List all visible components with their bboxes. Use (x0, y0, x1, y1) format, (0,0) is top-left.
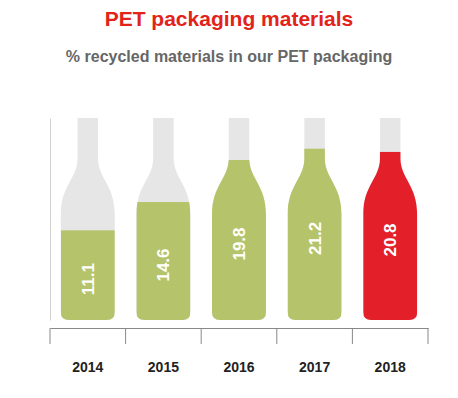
plot-area (61, 118, 417, 320)
bar (288, 149, 342, 320)
bottle (61, 118, 115, 320)
bottle (136, 118, 190, 320)
category-separator (428, 328, 429, 344)
x-tick: 2015 (148, 328, 179, 375)
y-axis (50, 119, 51, 321)
category-separator (276, 328, 277, 344)
y-axis-line (50, 119, 51, 321)
x-tick: 2014 (72, 328, 103, 375)
x-tick: 2017 (299, 328, 330, 375)
x-tick: 2016 (223, 328, 254, 375)
data-label: 14.6 (154, 248, 173, 281)
x-tick-label: 2016 (223, 359, 254, 375)
x-axis-line (51, 328, 429, 329)
data-label: 11.1 (79, 263, 98, 295)
x-axis: 2014 2015 2016 2017 2018 (51, 328, 429, 375)
category-separator (201, 328, 202, 344)
category-separator (125, 328, 126, 344)
data-label: 19.8 (230, 227, 249, 260)
title: PET packaging materials (105, 7, 354, 30)
bottle (363, 118, 417, 320)
x-tick-label: 2015 (148, 359, 179, 375)
data-label: 21.2 (306, 222, 325, 255)
bar (212, 160, 266, 320)
chart: PET packaging materials % recycled materi… (0, 0, 458, 398)
bar (136, 202, 190, 320)
category-separator (50, 328, 51, 344)
x-tick: 2018 (375, 328, 406, 375)
data-label: 20.8 (381, 223, 400, 256)
bar (61, 230, 115, 320)
bar (363, 152, 417, 320)
category-separator (352, 328, 353, 344)
bottle (212, 118, 266, 320)
x-tick-label: 2014 (72, 359, 103, 375)
bottle (288, 118, 342, 320)
subtitle: % recycled materials in our PET packagin… (66, 48, 392, 65)
x-tick-label: 2017 (299, 359, 330, 375)
x-tick-label: 2018 (375, 359, 406, 375)
